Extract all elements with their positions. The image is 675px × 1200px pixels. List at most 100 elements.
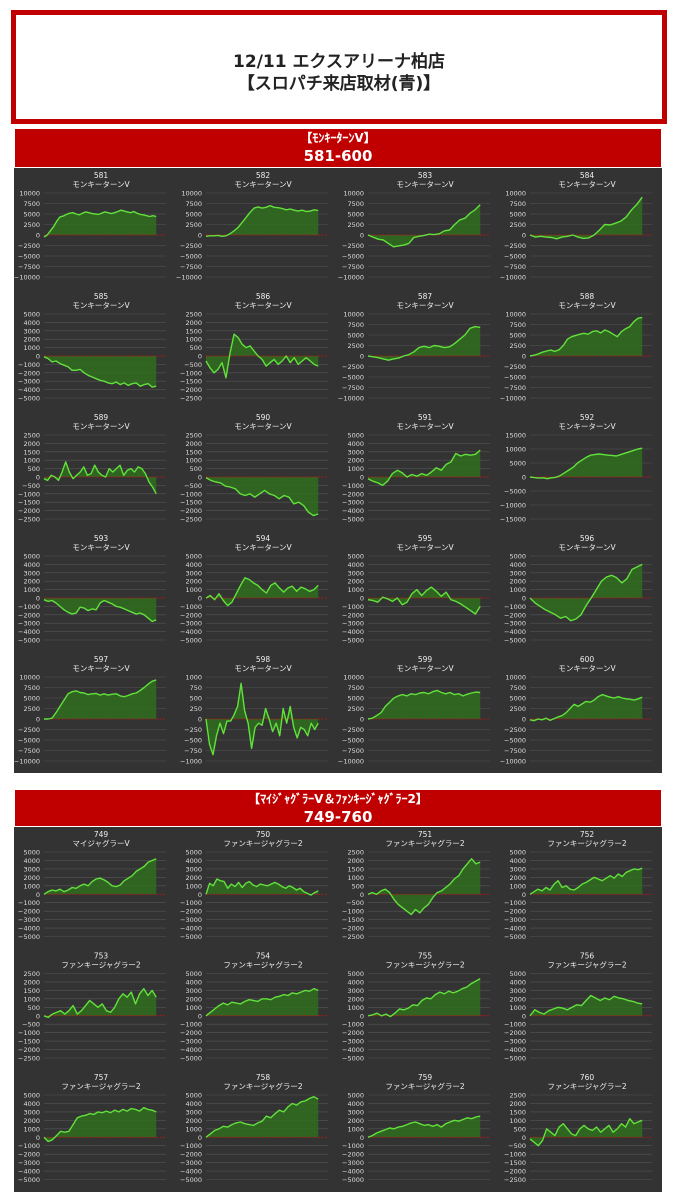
y-tick-label: −2000 xyxy=(504,611,526,619)
y-tick-label: 0 xyxy=(360,232,364,240)
series-area xyxy=(44,858,157,895)
header-box: 12/11 エクスアリーナ柏店 【スロパチ来店取材(青)】 xyxy=(11,10,667,124)
y-tick-label: −1500 xyxy=(18,499,40,507)
series-area xyxy=(530,868,643,895)
y-tick-label: 2500 xyxy=(347,221,364,229)
y-tick-label: 10000 xyxy=(343,190,364,198)
y-tick-label: −2500 xyxy=(180,395,202,403)
y-tick-label: −5000 xyxy=(18,933,40,941)
chart-panel-svg: 581モンキーターンV100007500500025000−2500−5000−… xyxy=(14,171,652,766)
y-tick-label: 4000 xyxy=(23,319,40,327)
y-tick-label: −500 xyxy=(346,899,364,907)
y-tick-label: −10000 xyxy=(338,758,364,766)
y-tick-label: 500 xyxy=(28,465,40,473)
chart-number: 753 xyxy=(94,952,109,961)
y-tick-label: −1000 xyxy=(180,603,202,611)
chart-number: 755 xyxy=(418,952,433,961)
series-area xyxy=(206,988,319,1016)
series-area xyxy=(530,317,643,356)
section-title: 【ﾏｲｼﾞｬｸﾞﾗｰⅤ＆ﾌｧﾝｷｰｼﾞｬｸﾞﾗｰ2】 xyxy=(248,792,428,806)
y-tick-label: 2000 xyxy=(23,874,40,882)
series-line xyxy=(529,1118,643,1147)
y-tick-label: −5000 xyxy=(504,488,526,496)
y-tick-label: −7500 xyxy=(18,263,40,271)
y-tick-label: 2000 xyxy=(185,440,202,448)
y-tick-label: −2500 xyxy=(180,242,202,250)
series-line xyxy=(367,858,481,916)
y-tick-label: −2000 xyxy=(180,1029,202,1037)
y-tick-label: −1500 xyxy=(180,378,202,386)
series-line xyxy=(367,1115,481,1138)
y-tick-label: 0 xyxy=(522,474,526,482)
chart-machine-name: モンキーターンV xyxy=(72,180,130,189)
series-line xyxy=(529,316,643,357)
y-tick-label: 1000 xyxy=(185,457,202,465)
y-tick-label: 4000 xyxy=(509,857,526,865)
section-range: 749-760 xyxy=(303,808,373,826)
y-tick-label: 1000 xyxy=(509,1004,526,1012)
chart-number: 599 xyxy=(418,655,433,664)
y-tick-label: −5000 xyxy=(180,933,202,941)
chart-number: 749 xyxy=(94,830,109,839)
y-tick-label: −7500 xyxy=(180,263,202,271)
chart-machine-name: モンキーターンV xyxy=(72,664,130,673)
y-tick-label: 2000 xyxy=(23,336,40,344)
series-area xyxy=(368,690,481,719)
y-tick-label: 0 xyxy=(198,1134,202,1142)
y-tick-label: −1000 xyxy=(18,603,40,611)
y-tick-label: −1500 xyxy=(504,1159,526,1167)
y-tick-label: 2500 xyxy=(509,342,526,350)
y-tick-label: −3000 xyxy=(342,1038,364,1046)
y-tick-label: 2500 xyxy=(185,221,202,229)
y-tick-label: 3000 xyxy=(509,865,526,873)
y-tick-label: 10000 xyxy=(505,190,526,198)
y-tick-label: 3000 xyxy=(23,1108,40,1116)
series-line xyxy=(205,878,319,896)
y-tick-label: 1000 xyxy=(23,586,40,594)
y-tick-label: −5000 xyxy=(180,253,202,261)
y-tick-label: 3000 xyxy=(185,1108,202,1116)
chart-machine-name: ファンキージャグラー2 xyxy=(61,1081,140,1091)
chart-number: 752 xyxy=(580,830,595,839)
chart-760: 760ファンキージャグラー225002000150010005000−500−1… xyxy=(504,1073,652,1184)
chart-panel-svg: 749マイジャグラーV500040003000200010000−1000−20… xyxy=(18,830,652,1184)
y-tick-label: 5000 xyxy=(185,1092,202,1100)
y-tick-label: −500 xyxy=(184,482,202,490)
y-tick-label: −1000 xyxy=(18,1142,40,1150)
y-tick-label: 5000 xyxy=(347,432,364,440)
y-tick-label: −2500 xyxy=(342,242,364,250)
chart-number: 587 xyxy=(418,292,433,301)
y-tick-label: 4000 xyxy=(23,1100,40,1108)
chart-machine-name: ファンキージャグラー2 xyxy=(547,960,626,970)
y-tick-label: −3000 xyxy=(180,1038,202,1046)
y-tick-label: 2000 xyxy=(23,440,40,448)
series-line xyxy=(43,858,157,895)
chart-machine-name: モンキーターンV xyxy=(234,301,292,310)
series-area xyxy=(44,1107,157,1142)
y-tick-label: −5000 xyxy=(18,253,40,261)
y-tick-label: −1500 xyxy=(18,1038,40,1046)
y-tick-label: −1000 xyxy=(342,482,364,490)
y-tick-label: 5000 xyxy=(347,970,364,978)
chart-machine-name: ファンキージャグラー2 xyxy=(61,960,140,970)
chart-number: 581 xyxy=(94,171,109,180)
y-tick-label: 2500 xyxy=(185,311,202,319)
chart-number: 586 xyxy=(256,292,271,301)
y-tick-label: 500 xyxy=(352,882,364,890)
chart-machine-name: ファンキージャグラー2 xyxy=(385,1081,464,1091)
y-tick-label: 5000 xyxy=(509,695,526,703)
y-tick-label: −1500 xyxy=(180,499,202,507)
y-tick-label: 0 xyxy=(360,716,364,724)
y-tick-label: 5000 xyxy=(509,849,526,857)
y-tick-label: 5000 xyxy=(347,1092,364,1100)
series-line xyxy=(43,988,157,1019)
y-tick-label: 4000 xyxy=(509,978,526,986)
